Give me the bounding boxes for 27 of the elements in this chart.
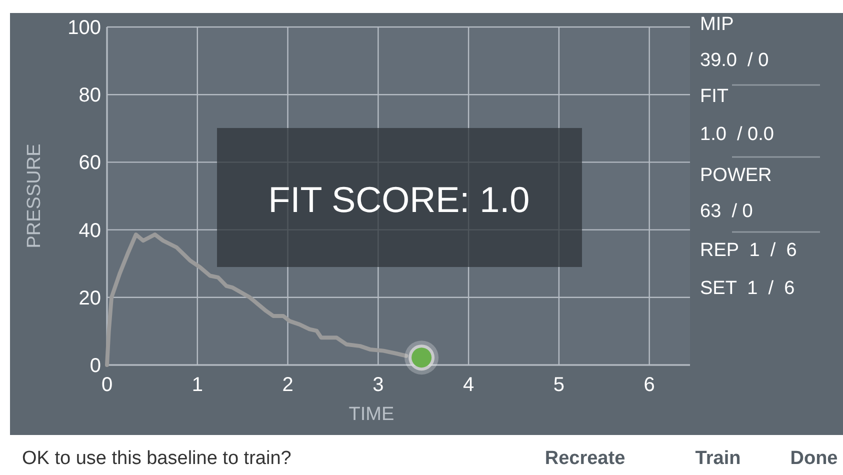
annotation: FIT SCORE: 1.0 <box>268 179 530 220</box>
text: MIP <box>700 14 734 35</box>
text: 39.0 / 0 <box>700 50 769 71</box>
text: OK to use this baseline to train? <box>22 448 292 469</box>
y-tick-label: 0 <box>90 355 101 377</box>
y-tick-label: 40 <box>78 220 101 242</box>
text: SET 1 / 6 <box>700 278 795 299</box>
x-tick-label: 2 <box>282 374 294 396</box>
y-tick-label: 100 <box>68 17 101 39</box>
y-axis-title: PRESSURE <box>24 144 45 248</box>
x-tick-label: 6 <box>644 374 655 396</box>
done-button[interactable]: Done <box>790 448 838 469</box>
recreate-button[interactable]: Recreate <box>544 448 626 469</box>
text: POWER <box>700 165 772 186</box>
y-tick-label: 80 <box>78 84 101 107</box>
x-tick-label: 3 <box>372 374 384 396</box>
x-axis-title: TIME <box>348 404 394 425</box>
train-button[interactable]: Train <box>695 448 741 469</box>
x-tick-label: 1 <box>192 374 203 396</box>
text: 63 / 0 <box>700 201 753 222</box>
y-tick-label: 20 <box>78 287 101 310</box>
x-tick-label: 4 <box>462 374 474 396</box>
x-tick-label: 5 <box>553 374 564 396</box>
text: REP 1 / 6 <box>700 240 797 261</box>
text: 1.0 / 0.0 <box>700 124 774 145</box>
text: FIT <box>700 86 729 107</box>
y-tick-label: 60 <box>78 152 101 174</box>
